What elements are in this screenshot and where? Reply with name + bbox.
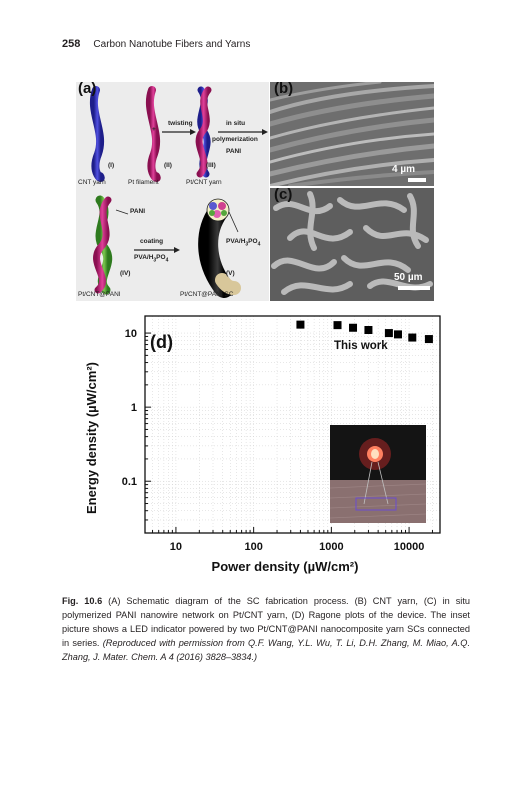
panel-d-ragone-plot: 10 100 1000 10000 0.1 1 10 (d) This work Power… — [0, 308, 531, 588]
data-point-square — [408, 333, 417, 342]
label-pani-top: PANI — [226, 148, 242, 155]
y-tick-label: 1 — [131, 402, 137, 414]
label-cnt-yarn: CNT yarn — [78, 179, 106, 186]
sem-c-texture — [270, 188, 434, 301]
scale-label-b: 4 µm — [392, 164, 415, 175]
data-point-square — [384, 329, 393, 338]
x-tick-label: 100 — [244, 541, 262, 553]
data-point-square — [296, 320, 305, 329]
label-pt-cnt-yarn: Pt/CNT yarn — [186, 179, 222, 186]
pani-pointer — [115, 209, 129, 215]
panel-b-label: (b) — [274, 80, 294, 97]
label-step-i: (I) — [108, 162, 115, 169]
data-point-square — [333, 321, 342, 330]
y-axis-label: Energy density (µW/cm²) — [84, 362, 99, 514]
label-in-situ: in situ — [226, 120, 246, 127]
panel-b-sem-image: 4 µm — [270, 82, 434, 186]
label-step-ii: (II) — [164, 162, 172, 169]
label-pt-filament: Pt filament — [128, 179, 159, 186]
cnt-yarn-strand — [89, 86, 105, 182]
label-pani-mid: PANI — [130, 208, 146, 215]
data-point-square — [424, 335, 433, 344]
x-tick-label: 1000 — [319, 541, 343, 553]
panel-d-label: (d) — [150, 332, 173, 352]
x-axis-label: Power density (µW/cm²) — [212, 559, 359, 574]
label-step-v: (V) — [226, 270, 235, 277]
panel-c-sem-image: 50 µm — [270, 188, 434, 301]
chart-grid — [144, 316, 440, 534]
twisted-pink-strand — [195, 86, 212, 178]
caption-fig-label: Fig. 10.6 — [62, 596, 103, 606]
caption-text: (A) Schematic diagram of the SC fabricat… — [62, 596, 471, 648]
chart-ticks: 10 100 1000 10000 0.1 1 10 — [122, 328, 433, 553]
annotation-this-work: This work — [334, 340, 388, 352]
caption-credit: (Reproduced with permission from Q.F. Wa… — [62, 638, 470, 662]
panel-a-schematic: + twisting in situ polymerization PANI (… — [76, 82, 269, 301]
pt-filament-strand — [145, 86, 161, 182]
pva-pointer — [228, 211, 239, 233]
data-point-square — [364, 326, 373, 335]
y-tick-label: 10 — [125, 328, 137, 340]
y-tick-label: 0.1 — [122, 476, 137, 488]
data-point-square — [349, 323, 358, 332]
x-tick-label: 10000 — [394, 541, 425, 553]
label-pva-arrow: PVA/H3PO4 — [134, 254, 169, 264]
data-points — [296, 320, 433, 344]
label-step-iii: (III) — [206, 162, 216, 169]
data-point-square — [393, 330, 402, 339]
schematic-drawing — [89, 86, 268, 298]
sem-b-texture — [270, 82, 434, 186]
running-title: Carbon Nanotube Fibers and Yarns — [93, 39, 251, 50]
plot-frame — [144, 315, 441, 534]
x-tick-label: 10 — [170, 541, 182, 553]
sc-device-tip — [215, 273, 241, 295]
label-step-iv: (IV) — [120, 270, 131, 277]
label-polymerization: polymerization — [212, 136, 258, 143]
scale-bar-c — [398, 286, 430, 290]
scale-bar-b — [408, 178, 426, 182]
panel-a-label: (a) — [78, 80, 97, 97]
label-coating: coating — [140, 238, 164, 245]
ragone-chart-svg: 10 100 1000 10000 0.1 1 10 (d) This work Power… — [84, 315, 441, 574]
label-pt-cnt-pani: Pt/CNT@PANI — [78, 291, 121, 298]
panel-c-label: (c) — [274, 186, 293, 203]
page-header: 258 Carbon Nanotube Fibers and Yarns — [62, 38, 250, 50]
figure-caption: Fig. 10.6 (A) Schematic diagram of the S… — [62, 594, 470, 664]
label-twisting: twisting — [168, 120, 193, 127]
scale-label-c: 50 µm — [394, 272, 423, 283]
page-number: 258 — [62, 38, 81, 50]
plus-sign: + — [152, 126, 156, 133]
led-inset-photo — [329, 425, 427, 523]
label-pt-cnt-pani-sc: Pt/CNT@PANI SC — [180, 291, 234, 298]
label-pva-right: PVA/H3PO4 — [226, 238, 261, 248]
pani-pink-strand — [93, 196, 112, 294]
